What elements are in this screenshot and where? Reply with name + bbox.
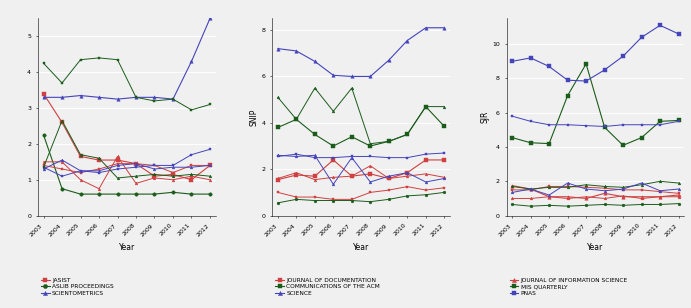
X-axis label: Year: Year bbox=[353, 243, 369, 252]
Y-axis label: SJR: SJR bbox=[480, 111, 489, 123]
X-axis label: Year: Year bbox=[119, 243, 135, 252]
X-axis label: Year: Year bbox=[587, 243, 603, 252]
Legend: JOURNAL OF DOCUMENTATION, COMMUNICATIONS OF THE ACM, SCIENCE: JOURNAL OF DOCUMENTATION, COMMUNICATIONS… bbox=[275, 278, 380, 296]
Legend: JOURNAL OF INFORMATION SCIENCE, MIS QUARTERLY, PNAS: JOURNAL OF INFORMATION SCIENCE, MIS QUAR… bbox=[509, 278, 628, 296]
Legend: JASIST, ASLIB PROCEEDINGS, SCIENTOMETRICS: JASIST, ASLIB PROCEEDINGS, SCIENTOMETRIC… bbox=[41, 278, 114, 296]
Y-axis label: SNIP: SNIP bbox=[249, 108, 258, 126]
